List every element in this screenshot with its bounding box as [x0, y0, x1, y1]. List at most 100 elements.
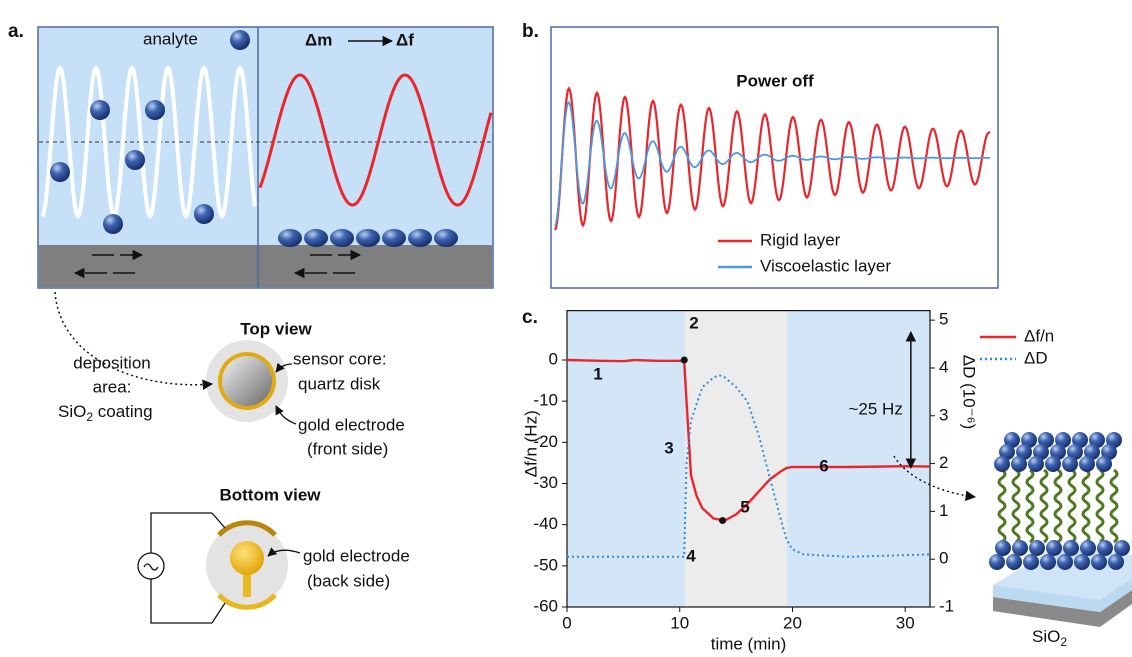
- region: [685, 311, 786, 607]
- x-tick-label: 30: [896, 613, 915, 632]
- analyte-ball: [103, 214, 123, 234]
- y2-axis-label: ΔD (10⁻⁶): [960, 355, 979, 430]
- y-tick-label: 0: [549, 349, 558, 368]
- chem: SiO: [58, 402, 86, 421]
- pointer: [276, 406, 296, 424]
- x-axis-label: time (min): [711, 634, 787, 653]
- electrode-line: gold electrode: [298, 415, 405, 434]
- head-group: [1062, 456, 1078, 472]
- view-title: Top view: [240, 319, 312, 338]
- legend-label: Rigid layer: [760, 230, 841, 249]
- bound-analyte: [408, 229, 432, 247]
- head-group: [1028, 456, 1044, 472]
- head-group: [995, 540, 1011, 556]
- marker: [719, 517, 726, 524]
- head-group: [1012, 540, 1028, 556]
- lipid-tail: [1083, 470, 1089, 542]
- view-title: Bottom view: [219, 485, 321, 504]
- region: [567, 311, 685, 607]
- y-tick-label: -10: [533, 391, 558, 410]
- y2-tick-label: 0: [939, 549, 948, 568]
- lipid-tail: [1055, 470, 1061, 542]
- head-group: [1080, 540, 1096, 556]
- lipid-tail: [1111, 470, 1117, 542]
- head-group: [1091, 554, 1107, 570]
- sensor-line: sensor core:: [293, 349, 387, 368]
- head-group: [1079, 456, 1095, 472]
- bound-analyte: [304, 229, 328, 247]
- analyte-ball: [90, 100, 110, 120]
- y-tick-label: -60: [533, 596, 558, 615]
- head-group: [1063, 540, 1079, 556]
- annotation: 3: [664, 438, 673, 457]
- figure: a. analyte Δm Δf Top view deposition are…: [0, 0, 1132, 657]
- panel-label: c.: [522, 307, 538, 328]
- bound-analyte: [356, 229, 380, 247]
- y2-tick-label: -1: [939, 596, 954, 615]
- range-label: ~25 Hz: [848, 399, 902, 418]
- analyte-ball: [50, 162, 70, 182]
- substrate: [39, 245, 492, 287]
- analyte-ball: [145, 100, 165, 120]
- legend-label: ΔD: [1024, 348, 1048, 367]
- top-view: Top view deposition area: SiO2 coating s…: [55, 292, 405, 458]
- head-group: [1096, 456, 1112, 472]
- head-group: [994, 456, 1010, 472]
- region: [787, 311, 930, 607]
- sensor-line: quartz disk: [298, 374, 381, 393]
- panel-label: b.: [522, 21, 539, 42]
- x-tick-label: 20: [783, 613, 802, 632]
- annotation: 1: [593, 364, 602, 383]
- lipid-tail: [1041, 470, 1047, 542]
- deposition-line: deposition: [73, 353, 151, 372]
- analyte-label: analyte: [143, 29, 198, 48]
- lipid-tail: [1013, 470, 1019, 542]
- mass-change: Δm: [305, 30, 332, 49]
- analyte-ball: [230, 30, 250, 50]
- chem: SiO: [1032, 627, 1060, 646]
- gold-electrode: [230, 541, 264, 575]
- head-group: [1006, 554, 1022, 570]
- subscript: 2: [1060, 635, 1067, 649]
- coating: SiO2 coating: [58, 402, 153, 424]
- head-group: [1097, 540, 1113, 556]
- lipid-tail: [1069, 470, 1075, 542]
- head-group: [1023, 554, 1039, 570]
- y2-tick-label: 4: [939, 357, 948, 376]
- substrate-label: SiO2: [1032, 627, 1067, 649]
- lipid-tail: [1027, 470, 1033, 542]
- x-tick-label: 0: [562, 613, 571, 632]
- annotation: 4: [686, 546, 696, 565]
- head-group: [1029, 540, 1045, 556]
- head-group: [1114, 540, 1130, 556]
- panel-title: Power off: [736, 71, 814, 90]
- marker: [681, 357, 688, 364]
- electrode-line: (back side): [307, 571, 390, 590]
- y2-tick-label: 5: [939, 310, 948, 329]
- frequency-change: Δf: [396, 30, 414, 49]
- head-group: [1040, 554, 1056, 570]
- legend-label: Viscoelastic layer: [760, 256, 891, 275]
- y2-tick-label: 2: [939, 453, 948, 472]
- panel-label: a.: [8, 21, 24, 42]
- head-group: [1011, 456, 1027, 472]
- panel-b: b. Power off Rigid layer Viscoelastic lay…: [522, 21, 998, 288]
- annotation: 5: [740, 497, 749, 516]
- annotation: 6: [819, 456, 828, 475]
- coating-text: coating: [93, 402, 153, 421]
- y2-tick-label: 3: [939, 405, 948, 424]
- y-tick-label: -40: [533, 514, 558, 533]
- lipid-tail: [999, 470, 1005, 542]
- head-group: [1074, 554, 1090, 570]
- head-group: [1108, 554, 1124, 570]
- bound-analyte: [330, 229, 354, 247]
- analyte-ball: [194, 204, 214, 224]
- bound-analyte: [382, 229, 406, 247]
- y-tick-label: -50: [533, 555, 558, 574]
- electrode-line: gold electrode: [303, 546, 410, 565]
- wire: [212, 513, 225, 528]
- bound-analyte: [434, 229, 458, 247]
- quartz: [222, 356, 272, 406]
- bottom-view: Bottom view gold electrode (back side): [138, 485, 410, 623]
